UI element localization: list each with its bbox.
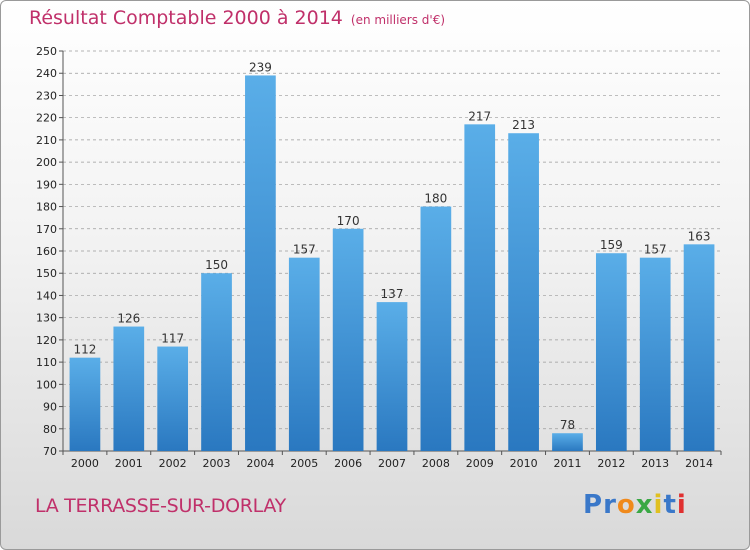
proxiti-logo[interactable]: Proxiti xyxy=(583,490,687,520)
y-tick-label: 100 xyxy=(36,378,57,391)
y-tick-label: 230 xyxy=(36,89,57,102)
bar xyxy=(376,302,408,451)
y-tick-label: 140 xyxy=(36,289,57,302)
bar-value-label: 159 xyxy=(600,238,623,252)
logo-letter: t xyxy=(663,490,677,520)
logo-letter: i xyxy=(653,490,664,520)
chart-title: Résultat Comptable 2000 à 2014 (en millie… xyxy=(29,7,445,29)
bar xyxy=(552,433,583,451)
y-tick-label: 210 xyxy=(36,134,57,147)
title-text: Résultat Comptable 2000 à 2014 xyxy=(29,7,343,29)
x-tick-label: 2010 xyxy=(510,457,538,470)
x-tick-label: 2009 xyxy=(466,457,494,470)
bar xyxy=(69,357,101,451)
x-tick-label: 2007 xyxy=(378,457,406,470)
x-tick-label: 2014 xyxy=(685,457,713,470)
bar-value-label: 112 xyxy=(73,343,96,357)
x-tick-label: 2008 xyxy=(422,457,450,470)
bar-value-label: 78 xyxy=(560,418,575,432)
y-tick-label: 70 xyxy=(43,445,57,458)
bar xyxy=(288,257,320,451)
y-tick-label: 90 xyxy=(43,401,57,414)
y-tick-label: 200 xyxy=(36,156,57,169)
x-tick-label: 2005 xyxy=(290,457,318,470)
y-tick-label: 130 xyxy=(36,312,57,325)
logo-letter: P xyxy=(583,490,604,520)
bar xyxy=(683,244,715,451)
y-tick-label: 180 xyxy=(36,201,57,214)
x-tick-label: 2013 xyxy=(641,457,669,470)
bar xyxy=(245,75,276,451)
bar-value-label: 170 xyxy=(337,214,360,228)
logo-letter: x xyxy=(635,490,654,520)
bar-value-label: 180 xyxy=(424,192,447,206)
bar xyxy=(639,257,671,451)
y-tick-label: 240 xyxy=(36,67,57,80)
commune-name: LA TERRASSE-SUR-DORLAY xyxy=(35,495,286,517)
y-tick-label: 160 xyxy=(36,245,57,258)
bar-value-label: 157 xyxy=(293,243,316,257)
bar xyxy=(464,124,496,451)
bar-value-label: 126 xyxy=(117,312,140,326)
y-tick-label: 250 xyxy=(36,45,57,58)
y-tick-label: 110 xyxy=(36,356,57,369)
y-tick-label: 220 xyxy=(36,112,57,125)
bar-value-label: 213 xyxy=(512,118,535,132)
y-tick-label: 120 xyxy=(36,334,57,347)
bar-value-label: 217 xyxy=(468,109,491,123)
x-tick-label: 2012 xyxy=(597,457,625,470)
bar-value-label: 239 xyxy=(249,60,272,74)
logo-letter: o xyxy=(616,490,636,520)
x-tick-label: 2004 xyxy=(246,457,274,470)
bar xyxy=(201,273,232,451)
bar xyxy=(157,346,189,451)
bar xyxy=(595,253,627,451)
x-tick-label: 2000 xyxy=(71,457,99,470)
bar-value-label: 163 xyxy=(688,229,711,243)
x-tick-label: 2011 xyxy=(553,457,581,470)
x-tick-label: 2002 xyxy=(159,457,187,470)
y-tick-label: 170 xyxy=(36,223,57,236)
bar xyxy=(420,206,452,451)
x-tick-label: 2001 xyxy=(115,457,143,470)
x-tick-label: 2006 xyxy=(334,457,362,470)
y-tick-label: 190 xyxy=(36,178,57,191)
chart-subtitle: (en milliers d'€) xyxy=(350,13,446,27)
logo-letter: r xyxy=(603,490,617,520)
bar xyxy=(332,228,364,451)
y-tick-label: 80 xyxy=(43,423,57,436)
bar-value-label: 137 xyxy=(381,287,404,301)
y-tick-label: 150 xyxy=(36,267,57,280)
bars: 112 126 117 150 239 157 170 137 180 217 213 78 159 15… xyxy=(69,60,715,451)
logo-letter: i xyxy=(676,490,687,520)
bar-value-label: 150 xyxy=(205,258,228,272)
bar xyxy=(113,326,145,451)
x-tick-label: 2003 xyxy=(203,457,231,470)
bar-value-label: 157 xyxy=(644,243,667,257)
bar xyxy=(508,133,539,451)
bar-value-label: 117 xyxy=(161,332,184,346)
